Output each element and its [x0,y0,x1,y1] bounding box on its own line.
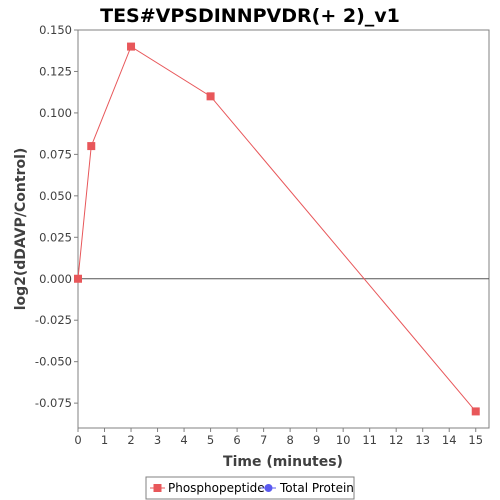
plot-area [77,29,490,429]
x-tick-label: 10 [336,433,351,447]
x-tick-label: 4 [180,433,187,447]
x-tick-label: 1 [101,433,108,447]
legend: Phosphopeptide Total Protein [145,476,355,500]
data-point [74,274,82,283]
y-axis: 0.150 0.125 0.100 0.075 0.050 0.025 0.000 -0.02… [35,23,78,410]
x-tick-label: 15 [468,433,483,447]
x-tick-label: 3 [154,433,161,447]
legend-marker [264,484,273,492]
y-tick-label: 0.075 [39,147,72,161]
data-point [206,92,215,101]
x-tick-label: 5 [207,433,214,447]
y-tick-label: 0.150 [39,23,72,37]
y-tick-label: -0.050 [35,355,72,369]
y-tick-label: -0.025 [35,313,72,327]
data-point [87,142,96,151]
y-axis-label: log2(dDAVP/Control) [13,148,29,311]
x-tick-label: 9 [313,433,320,447]
legend-label: Total Protein [279,481,354,495]
x-axis: 0 1 2 3 4 5 6 7 8 9 10 11 12 13 14 15 [74,428,483,447]
x-tick-label: 13 [415,433,430,447]
x-tick-label: 2 [127,433,134,447]
data-point [471,407,480,416]
legend-label: Phosphopeptide [168,481,265,495]
y-tick-label: -0.075 [35,396,72,410]
series-group [74,42,480,416]
x-tick-label: 14 [442,433,457,447]
x-tick-label: 0 [74,433,81,447]
legend-marker [153,484,162,492]
y-tick-label: 0.000 [39,272,72,286]
y-tick-label: 0.125 [39,64,72,78]
y-tick-label: 0.050 [39,189,72,203]
y-tick-label: 0.025 [39,230,72,244]
x-axis-label: Time (minutes) [223,454,343,470]
chart-title: TES#VPSDINNPVDR(+ 2)_v1 [100,5,400,27]
x-tick-label: 8 [286,433,293,447]
y-tick-label: 0.100 [39,106,72,120]
x-tick-label: 7 [260,433,267,447]
data-point [127,42,136,51]
x-tick-label: 12 [389,433,404,447]
legend-box [145,476,355,500]
x-tick-label: 11 [362,433,377,447]
x-tick-label: 6 [233,433,240,447]
